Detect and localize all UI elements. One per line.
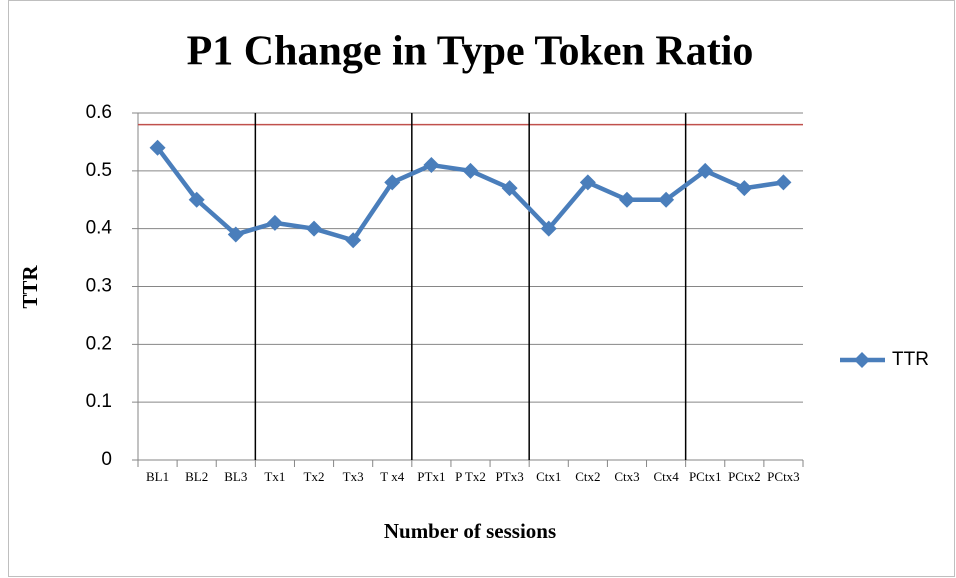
y-tick-label: 0.2 [86, 333, 112, 354]
data-point [306, 220, 323, 237]
data-point [736, 180, 753, 197]
data-point [540, 220, 557, 237]
legend-label: TTR [892, 349, 929, 370]
data-point [384, 174, 401, 191]
chart-title: P1 Change in Type Token Ratio [187, 29, 754, 75]
y-tick-label: 0.5 [86, 160, 112, 181]
x-tick-label: PCtx3 [767, 469, 800, 484]
x-tick-label: Ctx3 [614, 469, 639, 484]
data-point [697, 162, 714, 179]
data-point [579, 174, 596, 191]
x-tick-label: BL3 [224, 469, 247, 484]
data-point [775, 174, 792, 191]
x-tick-label: BL1 [146, 469, 169, 484]
x-tick-label: PTx1 [417, 469, 445, 484]
data-point [266, 214, 283, 231]
x-axis-label: Number of sessions [384, 519, 556, 543]
data-point [345, 232, 362, 249]
x-tick-label: PTx3 [496, 469, 524, 484]
x-tick-label: Ctx4 [653, 469, 679, 484]
data-point [462, 162, 479, 179]
data-point [618, 191, 635, 208]
data-point [149, 139, 166, 156]
x-tick-label: Tx1 [264, 469, 285, 484]
y-tick-label: 0.1 [86, 391, 112, 412]
y-tick-label: 0.3 [86, 276, 112, 297]
y-tick-label: 0.4 [86, 218, 113, 239]
legend-marker [854, 352, 870, 368]
x-tick-label: T x4 [380, 469, 404, 484]
data-point [423, 157, 440, 174]
x-tick-label: Tx3 [343, 469, 364, 484]
y-tick-label: 0 [101, 449, 112, 470]
data-point [227, 226, 244, 243]
data-point [658, 191, 675, 208]
x-tick-label: Tx2 [304, 469, 325, 484]
x-tick-label: P Tx2 [455, 469, 486, 484]
chart-frame [8, 0, 955, 577]
data-point [501, 180, 518, 197]
x-tick-label: Ctx2 [575, 469, 600, 484]
x-tick-label: PCtx2 [728, 469, 761, 484]
x-tick-label: Ctx1 [536, 469, 561, 484]
data-point [188, 191, 205, 208]
y-axis-label: TTR [18, 265, 42, 309]
x-tick-label: BL2 [185, 469, 208, 484]
y-tick-label: 0.6 [86, 102, 112, 123]
x-tick-label: PCtx1 [689, 469, 722, 484]
